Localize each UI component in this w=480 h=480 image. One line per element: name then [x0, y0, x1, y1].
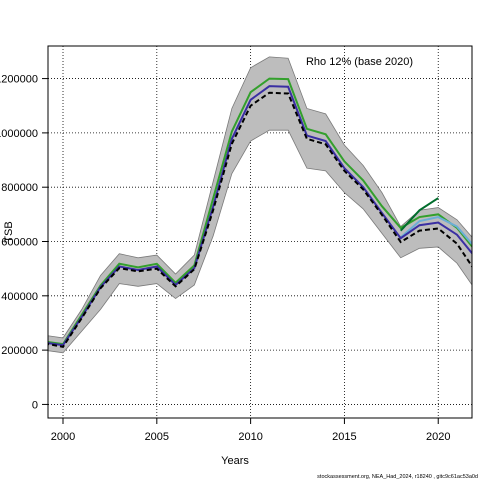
x-axis-title: Years — [221, 455, 249, 467]
x-tick-label: 2000 — [51, 431, 75, 443]
y-tick-label: 1200000 — [0, 74, 38, 86]
series-line-2 — [400, 216, 472, 246]
series-line-4 — [48, 91, 472, 348]
x-tick-label: 2005 — [145, 431, 169, 443]
series-line-1 — [399, 197, 439, 232]
grid — [48, 46, 472, 418]
y-tick-label: 600000 — [1, 237, 38, 249]
y-axis: 0 200000 400000 600000 800000 1000000 1200000 — [0, 74, 48, 411]
x-tick-label: 2020 — [426, 431, 450, 443]
y-tick-label: 200000 — [1, 345, 38, 357]
x-tick-label: 2010 — [238, 431, 262, 443]
y-tick-label: 400000 — [1, 291, 38, 303]
y-axis-title: TSB — [3, 221, 15, 242]
y-tick-label: 1000000 — [0, 128, 38, 140]
series-lines — [48, 77, 472, 348]
confidence-band — [48, 56, 472, 354]
x-axis: 2000 2005 2010 2015 2020 — [51, 418, 450, 443]
x-tick-label: 2015 — [332, 431, 356, 443]
y-tick-label: 800000 — [1, 182, 38, 194]
y-tick-label: 0 — [32, 399, 38, 411]
plot-frame — [47, 45, 473, 419]
rho-annotation: Rho 12% (base 2020) — [306, 56, 413, 68]
confidence-band-area — [48, 56, 472, 354]
series-line-3 — [48, 85, 472, 347]
credit-text: stockassessment.org, NEA_Had_2024, r1824… — [317, 474, 478, 480]
